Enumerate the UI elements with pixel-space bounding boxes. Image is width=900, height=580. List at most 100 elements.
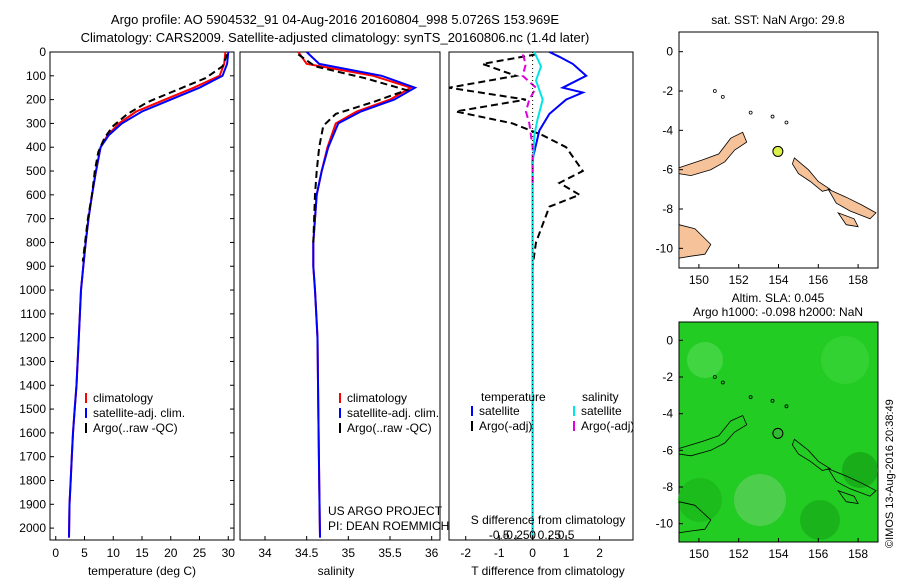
island-outline bbox=[748, 395, 753, 400]
depth-tick-label: 1700 bbox=[19, 450, 46, 464]
series-line bbox=[68, 51, 230, 538]
x-tick-label: 30 bbox=[222, 546, 236, 560]
difference-plot-frame bbox=[448, 51, 634, 541]
legend-label: Argo(-adj) bbox=[479, 419, 532, 433]
lat-tick-label: -4 bbox=[662, 123, 673, 137]
land-outline bbox=[837, 489, 859, 505]
sla-map-panel: Altim. SLA: 0.045 Argo h1000: -0.098 h20… bbox=[656, 291, 879, 561]
legend-label: Argo(..raw -QC) bbox=[93, 421, 178, 435]
lon-tick-label: 150 bbox=[689, 273, 709, 287]
series-line bbox=[297, 53, 410, 243]
top-tick-label: -0.5 bbox=[489, 528, 510, 542]
lat-tick-label: -6 bbox=[662, 163, 673, 177]
temperature-plot-frame bbox=[49, 51, 235, 541]
x-tick-label: 36 bbox=[425, 546, 439, 560]
land-outline bbox=[827, 188, 877, 220]
lat-tick-label: -4 bbox=[662, 407, 673, 421]
series-line bbox=[68, 51, 227, 538]
sla-anomaly-patch bbox=[734, 474, 786, 526]
project-label-line2: PI: DEAN ROEMMICH bbox=[328, 519, 449, 533]
island-outline bbox=[712, 375, 717, 379]
land-outline bbox=[678, 414, 748, 457]
top-tick-label: 0.5 bbox=[558, 528, 575, 542]
lon-tick-label: 158 bbox=[848, 273, 868, 287]
temperature-xlabel: temperature (deg C) bbox=[88, 564, 196, 578]
sla-map-title-line1: Altim. SLA: 0.045 bbox=[732, 291, 825, 305]
lat-tick-label: -8 bbox=[662, 202, 673, 216]
argo-float-marker bbox=[772, 145, 784, 157]
project-label-line1: US ARGO PROJECT bbox=[328, 504, 443, 518]
lon-tick-label: 154 bbox=[768, 273, 788, 287]
x-tick-label: 5 bbox=[81, 546, 88, 560]
depth-tick-label: 1600 bbox=[19, 426, 46, 440]
lat-tick-label: -2 bbox=[662, 370, 673, 384]
x-tick-label: 20 bbox=[164, 546, 178, 560]
island-outline bbox=[720, 95, 725, 99]
depth-tick-label: 1200 bbox=[19, 331, 46, 345]
land-outline bbox=[837, 212, 859, 228]
series-line bbox=[306, 51, 418, 538]
legend-heading: temperature bbox=[481, 390, 546, 404]
x-tick-label: -1 bbox=[494, 546, 505, 560]
depth-tick-label: 1900 bbox=[19, 497, 46, 511]
sla-anomaly-patch bbox=[842, 452, 878, 488]
depth-tick-label: 1400 bbox=[19, 378, 46, 392]
island-outline bbox=[770, 398, 775, 403]
x-tick-label: -2 bbox=[460, 546, 471, 560]
sla-anomaly-patch bbox=[800, 500, 840, 540]
lon-tick-label: 156 bbox=[808, 273, 828, 287]
top-tick-label: 0.25 bbox=[538, 528, 562, 542]
x-tick-label: 0 bbox=[52, 546, 59, 560]
temperature-panel: 0 5 10 15 20 25 300100200300400500600700800900… bbox=[19, 45, 235, 578]
lat-tick-label: -10 bbox=[656, 241, 674, 255]
lon-tick-label: 154 bbox=[768, 547, 788, 561]
island-outline bbox=[748, 110, 753, 115]
x-tick-label: 34 bbox=[258, 546, 272, 560]
figure-title-line1: Argo profile: AO 5904532_91 04-Aug-2016 … bbox=[111, 12, 559, 27]
difference-panel: -2 -1 0 1 2-0.5-0.25 0 0.250.5 temperature sali… bbox=[448, 51, 634, 578]
x-tick-label: 10 bbox=[107, 546, 121, 560]
salinity-xlabel: salinity bbox=[318, 564, 355, 578]
sla-anomaly-patch bbox=[821, 336, 869, 384]
legend-heading: salinity bbox=[582, 390, 619, 404]
depth-tick-label: 1800 bbox=[19, 473, 46, 487]
depth-tick-label: 700 bbox=[26, 212, 46, 226]
lon-tick-label: 156 bbox=[808, 547, 828, 561]
island-outline bbox=[770, 114, 775, 119]
legend-label: satellite-adj. clim. bbox=[347, 406, 439, 420]
depth-tick-label: 400 bbox=[26, 140, 46, 154]
depth-tick-label: 1500 bbox=[19, 402, 46, 416]
sst-map-panel: sat. SST: NaN Argo: 29.8 150 152 154 156 158… bbox=[656, 13, 879, 287]
lon-tick-label: 152 bbox=[729, 273, 749, 287]
salinity-plot-frame bbox=[239, 51, 441, 541]
x-tick-label: 34.5 bbox=[295, 546, 319, 560]
land-outline bbox=[827, 467, 877, 497]
island-outline bbox=[712, 89, 717, 93]
legend-label: Argo(-adj) bbox=[581, 419, 634, 433]
lon-tick-label: 158 bbox=[848, 547, 868, 561]
x-tick-label: 35.5 bbox=[378, 546, 402, 560]
difference-legend: temperature salinitysatelliteArgo(-adj)sa… bbox=[471, 390, 634, 433]
depth-tick-label: 1000 bbox=[19, 283, 46, 297]
depth-tick-label: 1100 bbox=[20, 307, 46, 321]
imos-timestamp: ©IMOS 13-Aug-2016 20:38:49 bbox=[884, 399, 896, 548]
x-tick-label: 15 bbox=[135, 546, 149, 560]
sla-anomaly-patch bbox=[687, 342, 723, 378]
land-outline bbox=[791, 438, 832, 471]
series-line bbox=[531, 51, 588, 538]
lat-tick-label: -2 bbox=[662, 84, 673, 98]
x-tick-label: 35 bbox=[342, 546, 356, 560]
argo-float-marker bbox=[772, 427, 784, 439]
lat-tick-label: 0 bbox=[666, 45, 673, 59]
salinity-panel: 34 34.5 35 35.5 36 climatologysatellite-adj.… bbox=[239, 51, 449, 578]
figure-title-line2: Climatology: CARS2009. Satellite-adjuste… bbox=[81, 30, 590, 45]
island-outline bbox=[720, 380, 725, 385]
x-tick-label: 1 bbox=[563, 546, 570, 560]
depth-tick-label: 800 bbox=[26, 235, 46, 249]
lat-tick-label: -6 bbox=[662, 443, 673, 457]
depth-tick-label: 2000 bbox=[19, 521, 46, 535]
legend-label: satellite bbox=[479, 404, 520, 418]
difference-xlabel-bottom: T difference from climatology bbox=[471, 564, 625, 578]
sla-anomaly-patch bbox=[678, 478, 722, 522]
